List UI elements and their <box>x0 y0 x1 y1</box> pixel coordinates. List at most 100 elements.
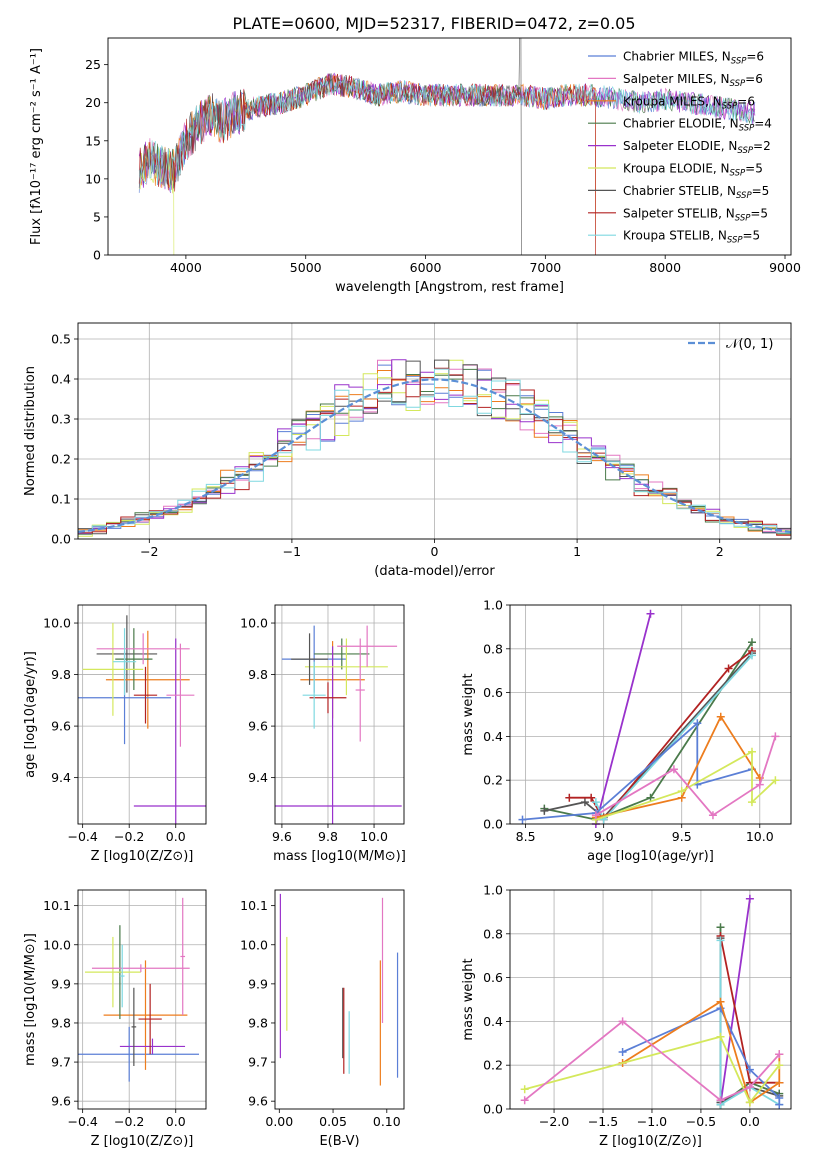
panel-age_vs_mass: 9.6 9.8 10.0 9.4 9.6 9.8 10.0 mass [log10(M/M⊙)… <box>240 604 406 864</box>
series-line <box>595 736 777 817</box>
legend-label: Salpeter MILES, NSSP=6 <box>623 72 763 89</box>
x-tick-label: −1.0 <box>637 1114 667 1129</box>
x-tick-label: 5000 <box>290 260 322 275</box>
axes-frame <box>77 604 207 825</box>
legend-text: =5 <box>750 206 768 220</box>
legend-text: Kroupa ELODIE, N <box>623 162 730 176</box>
series-line <box>595 613 652 824</box>
figure-title: PLATE=0600, MJD=52317, FIBERID=0472, z=0… <box>232 14 635 33</box>
y-tick-label: 9.7 <box>51 1055 71 1070</box>
axes-frame <box>509 889 792 1110</box>
y-tick-label: 0.4 <box>483 1014 503 1029</box>
x-tick-label: −0.5 <box>686 1114 716 1129</box>
y-tick-label: 9.8 <box>248 667 268 682</box>
series-marker <box>747 747 756 756</box>
x-axis-label: (data-model)/error <box>374 564 495 579</box>
y-tick-label: 25 <box>85 57 101 72</box>
y-tick-label: 0.0 <box>483 1102 503 1117</box>
y-axis-label: mass weight <box>461 958 476 1040</box>
series-marker <box>520 1085 529 1094</box>
y-tick-label: 9.4 <box>51 770 71 785</box>
series-marker <box>646 609 655 618</box>
series-marker <box>646 793 655 802</box>
y-tick-label: 9.6 <box>51 719 71 734</box>
x-tick-label: 10.0 <box>360 829 388 844</box>
legend-subscript: SSP <box>730 79 746 89</box>
series-line <box>569 650 753 822</box>
legend-text: =5 <box>752 184 770 198</box>
x-axis-label: mass [log10(M/M⊙)] <box>273 849 406 864</box>
x-tick-label: −2 <box>140 544 158 559</box>
series-marker <box>775 1050 784 1059</box>
panel-massweight_vs_age: 8.5 9.0 9.5 10.0 0.0 0.2 0.4 0.6 0.8 1.0 age [log1… <box>461 598 792 864</box>
y-axis-label: mass [log10(M/M⊙)] <box>23 933 38 1066</box>
legend-text: Chabrier STELIB, N <box>623 184 736 198</box>
x-tick-label: 9.6 <box>272 829 292 844</box>
panel-age_vs_Z: −0.4 −0.2 0.0 9.4 9.6 9.8 10.0 Z [log10(Z/Z⊙)] a… <box>23 604 207 864</box>
series-line <box>595 714 761 819</box>
series-marker <box>591 798 600 807</box>
series-marker <box>755 780 764 789</box>
y-tick-label: 9.8 <box>51 667 71 682</box>
legend-label: Chabrier MILES, NSSP=6 <box>623 50 764 67</box>
y-tick-label: 20 <box>85 95 101 110</box>
legend-text: =6 <box>745 72 763 86</box>
y-axis-label: mass weight <box>461 673 476 755</box>
axes-frame <box>77 889 207 1110</box>
series-marker <box>745 1065 754 1074</box>
series-marker <box>716 997 725 1006</box>
x-tick-label: 0.00 <box>265 1114 293 1129</box>
y-tick-label: 10.1 <box>43 898 71 913</box>
series-line <box>719 940 780 1107</box>
series-marker <box>747 638 756 647</box>
legend-text: Salpeter STELIB, N <box>623 206 735 220</box>
series-line <box>719 898 751 1105</box>
series-marker <box>591 811 600 820</box>
legend-label: Chabrier STELIB, NSSP=5 <box>623 184 769 201</box>
legend-text: Salpeter MILES, N <box>623 72 730 86</box>
x-tick-label: 0.0 <box>166 1114 186 1129</box>
y-tick-label: 0 <box>93 248 101 263</box>
spectrum-line <box>138 76 756 193</box>
legend-label: Salpeter ELODIE, NSSP=2 <box>623 139 771 156</box>
series-marker <box>775 1061 784 1070</box>
y-tick-label: 1.0 <box>483 883 503 898</box>
x-tick-label: 0.05 <box>319 1114 347 1129</box>
series-marker <box>775 1100 784 1109</box>
x-axis-label: Z [log10(Z/Z⊙)] <box>91 849 194 864</box>
y-tick-label: 9.9 <box>248 976 268 991</box>
y-tick-label: 0.5 <box>51 332 71 347</box>
x-tick-label: 4000 <box>170 260 202 275</box>
y-tick-label: 9.6 <box>248 719 268 734</box>
legend-subscript: SSP <box>727 236 743 246</box>
y-axis-label: Normed distribution <box>23 366 38 496</box>
series-line <box>544 652 753 819</box>
y-tick-label: 9.8 <box>248 1015 268 1030</box>
series-marker <box>747 798 756 807</box>
y-tick-label: 0.0 <box>51 532 71 547</box>
x-tick-label: −2.0 <box>539 1114 569 1129</box>
series-marker <box>775 1078 784 1087</box>
legend-subscript: SSP <box>722 101 738 111</box>
series-marker <box>587 793 596 802</box>
x-axis-label: E(B-V) <box>319 1134 359 1149</box>
series-marker <box>618 1017 627 1026</box>
legend-text: =6 <box>746 50 764 64</box>
legend-label: Salpeter STELIB, NSSP=5 <box>623 206 768 223</box>
series-marker <box>520 1096 529 1105</box>
legend-subscript: SSP <box>735 213 751 223</box>
series-marker <box>771 776 780 785</box>
x-tick-label: 9000 <box>769 260 801 275</box>
y-tick-label: 5 <box>93 209 101 224</box>
x-tick-label: 9.0 <box>594 829 614 844</box>
y-tick-label: 9.9 <box>51 976 71 991</box>
series-marker <box>716 936 725 945</box>
legend-label: Chabrier ELODIE, NSSP=4 <box>623 117 772 134</box>
x-tick-label: 9.5 <box>672 829 692 844</box>
series-marker <box>724 664 733 673</box>
x-tick-label: −1.5 <box>588 1114 618 1129</box>
series-marker <box>669 765 678 774</box>
legend-subscript: SSP <box>736 191 752 201</box>
y-tick-label: 0.3 <box>51 412 71 427</box>
